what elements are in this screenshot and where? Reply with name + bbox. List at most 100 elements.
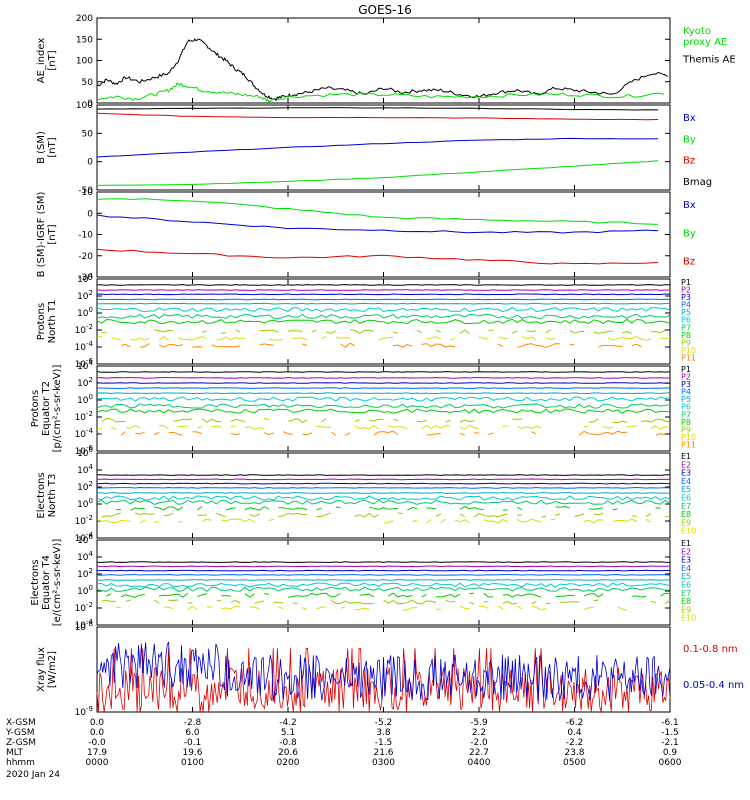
channel-line-p5 [96,302,671,305]
y-axis-label: AE_index[nT] [36,38,58,84]
y-tick-label: -20 [78,252,93,262]
legend-entry: P11 [681,353,696,362]
channel-line-p9 [101,417,671,424]
x-axis-value: 0100 [181,758,204,768]
x-axis-value: -5.2 [375,718,393,728]
x-axis-value: -1.5 [661,728,679,738]
y-axis-label: Xray flux[W/m2] [36,647,58,692]
channel-line-e5 [96,492,671,494]
channel-line-p7 [96,313,671,320]
x-axis-value: -2.2 [566,738,584,748]
panel-4: 104 102 100 10-2 10-4 10-6 ProtonsNorth T1 P1P2… [36,272,696,370]
channel-line-p7 [96,403,671,409]
date-label: 2020 Jan 24 [6,770,60,780]
panel-frame [96,191,671,278]
channel-line-p4 [96,387,671,389]
y-tick-label: 0 [87,99,93,109]
legend-entry: Themis AE [682,54,736,65]
legend-entry: Bmag [683,177,712,188]
channel-line-e4 [97,486,671,489]
channel-line-p3 [96,293,671,296]
legend-entry: P11 [681,440,696,449]
x-axis-row-label: X-GSM [6,718,36,728]
x-axis-value: -0.1 [184,738,202,748]
legend-entry: P6 [681,403,691,412]
legend-entry: Kyoto [683,26,711,37]
legend-entry: E7 [681,502,691,511]
legend-entry: E10 [681,614,696,623]
x-axis-value: 2.2 [472,728,486,738]
x-axis-row-label: Z-GSM [6,738,36,748]
y-tick-label: 10-9 [75,705,93,718]
legend-entry: P7 [681,323,691,332]
panel-8: 10-8 10-9 Xray flux[W/m2] 0.1-0.8 nm 0.05-0.… [36,620,744,718]
y-tick-label: 10-2 [75,514,93,527]
y-tick-label: 10-6 [75,357,94,370]
legend-entry: proxy AE [683,37,727,48]
channel-line-p2 [96,377,671,379]
channel-line-e9 [101,599,671,605]
y-tick-label: 10-4 [75,618,94,631]
y-tick-label: 10-6 [75,444,94,457]
y-tick-label: -10 [78,231,93,241]
y-tick-label: 10-4 [75,531,94,544]
series-line-bz [96,112,659,121]
x-axis-value: 0400 [468,758,491,768]
channel-line-p9 [101,329,666,335]
y-tick-label: 10-4 [75,340,94,353]
channel-line-p6 [96,396,671,402]
legend-entry: P1 [681,278,691,287]
y-tick-label: 104 [77,550,93,563]
x-axis-value: 17.9 [87,748,107,758]
x-axis-row-label: Y-GSM [5,728,34,738]
legend-entry: E5 [681,485,691,494]
series-line-themis-ae [96,38,668,101]
legend-entry: By [683,228,696,239]
channel-line-p1 [96,371,671,373]
y-tick-label: 102 [77,480,93,493]
legend-entry: E8 [681,510,691,519]
channel-line-e2 [96,565,671,568]
y-tick-label: 102 [77,289,93,302]
channel-line-e6 [96,495,671,501]
legend-entry: Bx [683,113,696,124]
legend-entry: 0.05-0.4 nm [683,680,744,691]
x-axis-value: 0600 [659,758,682,768]
legend-entry: P5 [681,308,691,317]
panel-7: 106 104 102 100 10-2 10-4 ElectronsEquator T4[… [30,533,696,631]
x-axis-value: -5.9 [470,718,488,728]
panel-frame [96,539,671,626]
legend-entry: E5 [681,572,691,581]
y-tick-label: 10-8 [75,620,93,633]
channel-line-e3 [96,569,671,572]
y-tick-label: 10-2 [75,323,93,336]
legend-entry: P9 [681,425,691,434]
series-line-bx [96,214,659,234]
x-axis-value: 20.6 [278,748,298,758]
series-line-bmag [96,107,659,111]
x-axis-value: 19.6 [182,748,202,758]
y-tick-label: 0 [87,158,93,168]
legend-entry: P10 [681,346,696,355]
legend-entry: E3 [681,556,691,565]
channel-line-e10 [116,606,670,610]
y-tick-label: -50 [78,186,93,196]
legend-entry: P8 [681,331,691,340]
y-tick-label: 50 [82,78,94,88]
panel-frame [96,452,671,539]
x-axis-row-label: hhmm [6,758,35,768]
legend-entry: P3 [681,380,691,389]
x-axis-value: -1.5 [375,738,393,748]
series-line-by [96,198,659,225]
xray-long-line [96,641,671,702]
y-tick-label: 100 [76,101,93,111]
series-line-bz [96,248,659,265]
y-tick-label: 200 [76,14,93,24]
legend-entry: P6 [681,316,691,325]
x-axis-value: 0.4 [567,728,582,738]
channel-line-p10 [96,335,671,341]
y-tick-label: 10 [82,188,94,198]
legend-entry: P2 [681,286,691,295]
